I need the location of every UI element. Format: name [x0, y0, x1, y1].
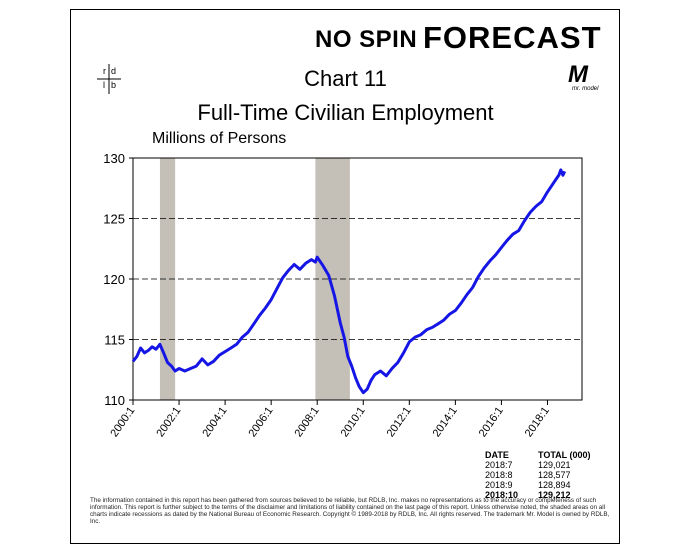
brand-left-text: NO SPIN [315, 26, 418, 53]
x-tick-label: 2012:1 [385, 405, 414, 439]
table-row: 2018:7 129,021 [485, 460, 600, 470]
y-tick-label: 115 [104, 333, 125, 348]
y-tick-label: 110 [104, 393, 125, 408]
table-row: 2018:10 129,212 [485, 490, 600, 500]
rdlb-logo-mark [97, 64, 121, 94]
chart-title: Chart 11 [304, 66, 387, 91]
rdlb-logo: r d l b [95, 62, 123, 96]
y-tick-label: 130 [103, 151, 125, 166]
table-row: 2018:8 128,577 [485, 470, 600, 480]
table-cell-date: 2018:7 [485, 460, 513, 470]
rdlb-letter-d: d [111, 66, 117, 76]
table-cell-date: 2018:8 [485, 470, 513, 480]
mr-model-letter: M [568, 61, 589, 88]
table-header-date: DATE [485, 450, 509, 460]
table-cell-date: 2018:9 [485, 480, 513, 490]
brand-right-text: FORECAST [423, 20, 602, 56]
rdlb-letter-b: b [111, 80, 117, 90]
rdlb-letter-r: r [103, 66, 106, 76]
mr-model-caption: mr. model [572, 86, 599, 92]
x-tick-label: 2008:1 [293, 405, 322, 439]
table-header-row: DATE TOTAL (000) [485, 450, 600, 460]
x-tick-label: 2002:1 [154, 405, 183, 439]
series-line [131, 168, 567, 395]
chart-subtitle: Full-Time Civilian Employment [197, 100, 494, 125]
x-tick-label: 2006:1 [246, 405, 275, 439]
mr-model-logo-mark: M mr. model [568, 61, 599, 92]
table-cell-total: 128,577 [538, 470, 571, 480]
table-cell-total: 129,021 [538, 460, 571, 470]
disclaimer-text: The information contained in this report… [90, 497, 610, 526]
rdlb-letter-l: l [103, 80, 105, 90]
mr-model-logo: M mr. model [563, 60, 601, 92]
brand-right-text-label: FORECAST [423, 20, 602, 55]
chart-units: Millions of Persons [152, 130, 287, 147]
x-tick-label: 2014:1 [431, 405, 460, 439]
table-header-total: TOTAL (000) [538, 450, 591, 460]
x-tick-label: 2000:1 [108, 405, 137, 439]
table-cell-total: 129,212 [538, 490, 571, 500]
table-cell-total: 128,894 [538, 480, 571, 490]
data-table: DATE TOTAL (000) 2018:7 129,021 2018:8 1… [485, 450, 600, 500]
x-tick-label: 2016:1 [477, 405, 506, 439]
y-tick-label: 125 [103, 212, 125, 227]
table-row: 2018:9 128,894 [485, 480, 600, 490]
x-tick-label: 2010:1 [339, 405, 368, 439]
y-tick-label: 120 [103, 272, 125, 287]
x-tick-label: 2004:1 [200, 405, 229, 439]
x-tick-label: 2018:1 [523, 405, 552, 439]
table-cell-date: 2018:10 [485, 490, 519, 500]
